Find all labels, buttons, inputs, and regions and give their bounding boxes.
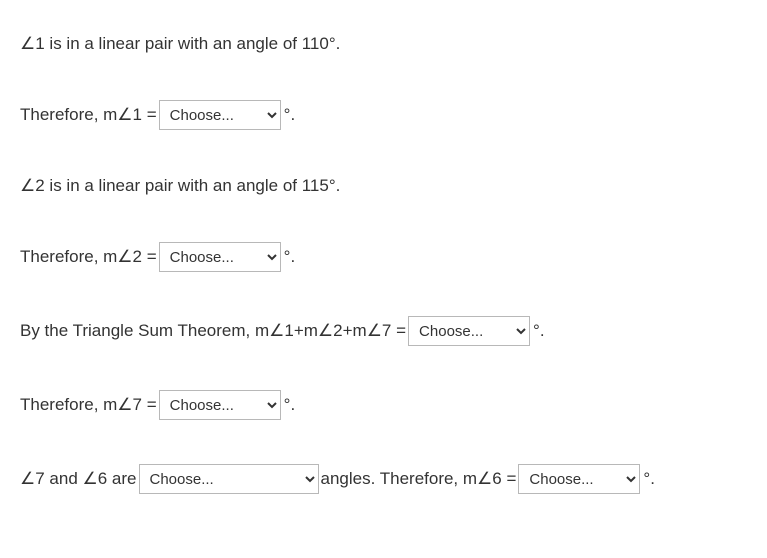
text-triangle-sum: By the Triangle Sum Theorem, m∠1+m∠2+m∠7…	[20, 319, 406, 343]
text-degree-period: °.	[533, 319, 545, 343]
select-m-angle-2[interactable]: Choose...	[159, 242, 281, 272]
text-degree-period: °.	[284, 245, 296, 269]
text-angle1-linear-pair: ∠1 is in a linear pair with an angle of …	[20, 32, 340, 56]
select-m-angle-6[interactable]: Choose...	[518, 464, 640, 494]
statement-line-6: Therefore, m∠7 = Choose... °.	[20, 390, 747, 420]
select-m-angle-7[interactable]: Choose...	[159, 390, 281, 420]
text-degree-period: °.	[284, 393, 296, 417]
statement-line-5: By the Triangle Sum Theorem, m∠1+m∠2+m∠7…	[20, 316, 747, 346]
text-angles-therefore-m6: angles. Therefore, m∠6 =	[321, 467, 517, 491]
select-m-angle-1[interactable]: Choose...	[159, 100, 281, 130]
statement-line-7: ∠7 and ∠6 are Choose... angles. Therefor…	[20, 464, 747, 494]
text-therefore-m2: Therefore, m∠2 =	[20, 245, 157, 269]
text-angle7-angle6: ∠7 and ∠6 are	[20, 467, 137, 491]
statement-line-4: Therefore, m∠2 = Choose... °.	[20, 242, 747, 272]
select-angle-relationship[interactable]: Choose...	[139, 464, 319, 494]
text-angle2-linear-pair: ∠2 is in a linear pair with an angle of …	[20, 174, 340, 198]
text-degree-period: °.	[643, 467, 655, 491]
statement-line-2: Therefore, m∠1 = Choose... °.	[20, 100, 747, 130]
text-therefore-m1: Therefore, m∠1 =	[20, 103, 157, 127]
select-triangle-sum[interactable]: Choose...	[408, 316, 530, 346]
statement-line-3: ∠2 is in a linear pair with an angle of …	[20, 174, 747, 198]
text-degree-period: °.	[284, 103, 296, 127]
text-therefore-m7: Therefore, m∠7 =	[20, 393, 157, 417]
statement-line-1: ∠1 is in a linear pair with an angle of …	[20, 32, 747, 56]
